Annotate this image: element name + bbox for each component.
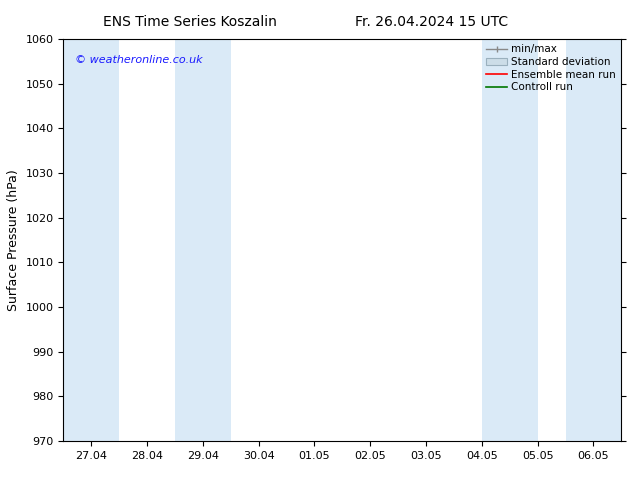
Bar bbox=[482, 39, 538, 441]
Text: © weatheronline.co.uk: © weatheronline.co.uk bbox=[75, 55, 202, 65]
Bar bbox=[63, 39, 119, 441]
Y-axis label: Surface Pressure (hPa): Surface Pressure (hPa) bbox=[7, 169, 20, 311]
Text: Fr. 26.04.2024 15 UTC: Fr. 26.04.2024 15 UTC bbox=[354, 15, 508, 29]
Legend: min/max, Standard deviation, Ensemble mean run, Controll run: min/max, Standard deviation, Ensemble me… bbox=[483, 41, 619, 96]
Bar bbox=[175, 39, 231, 441]
Text: ENS Time Series Koszalin: ENS Time Series Koszalin bbox=[103, 15, 277, 29]
Bar bbox=[566, 39, 621, 441]
